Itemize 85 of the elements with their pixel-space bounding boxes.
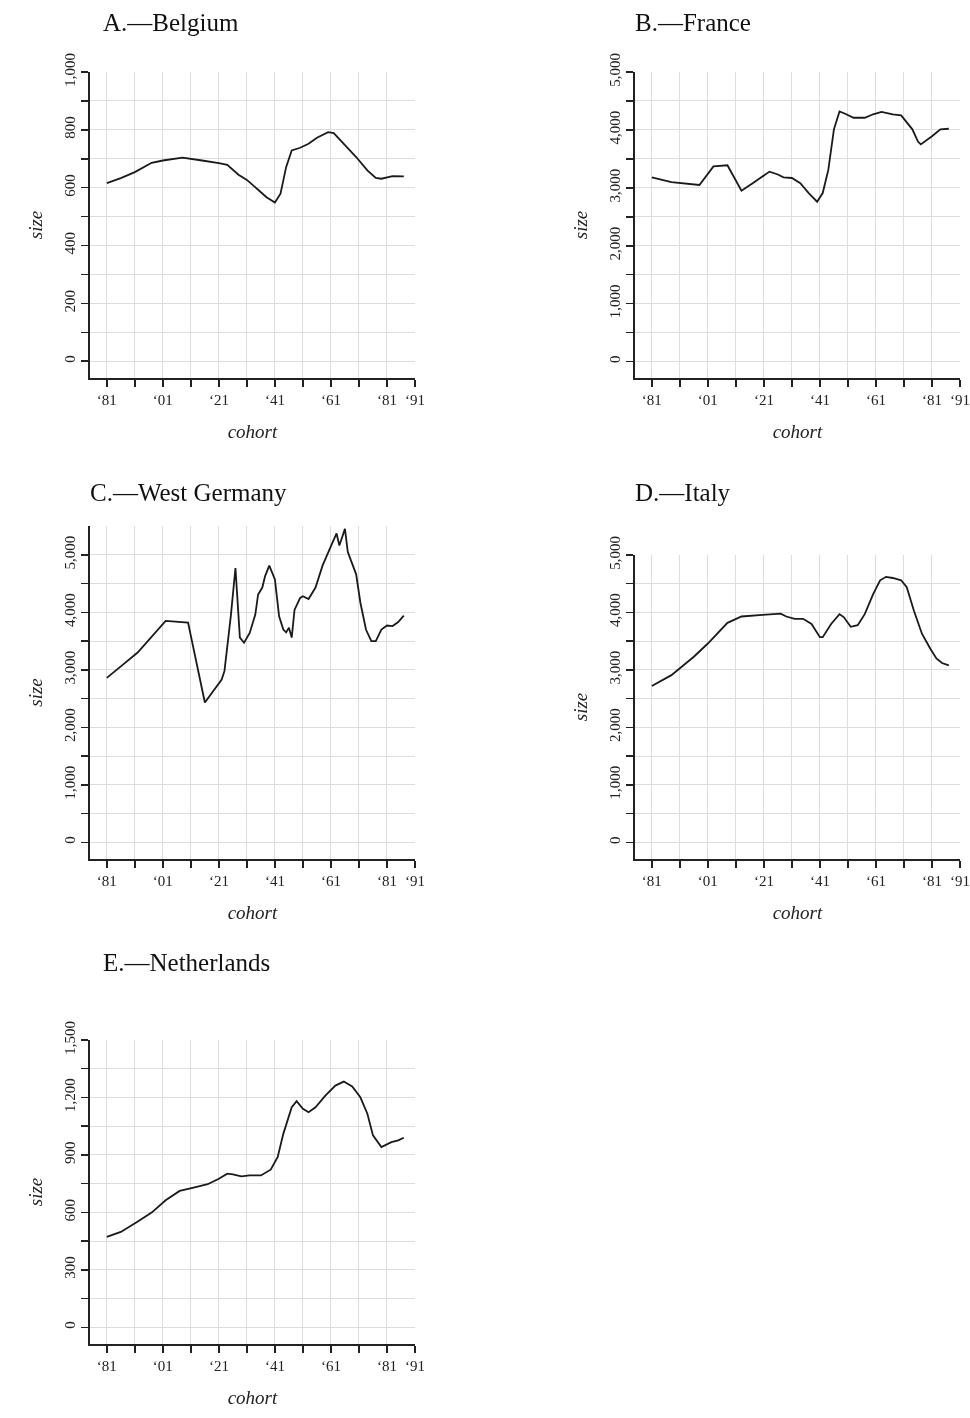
line-series <box>105 1080 405 1238</box>
y-tick-label: 1,000 <box>62 52 78 87</box>
x-tick-label: ‘81 <box>96 873 117 889</box>
y-tick-label: 0 <box>607 355 623 364</box>
x-tick-label: ‘41 <box>264 873 285 889</box>
x-tick-label: ‘01 <box>152 392 173 408</box>
chart-title: B.—France <box>635 8 751 36</box>
y-tick-label: 3,000 <box>607 168 623 203</box>
chart-title: E.—Netherlands <box>103 948 271 976</box>
y-tick-label: 4,000 <box>62 593 78 627</box>
x-axis-title: cohort <box>227 1387 279 1409</box>
line-series <box>650 110 950 203</box>
x-tick-label: ‘61 <box>865 392 886 408</box>
y-tick-label: 5,000 <box>62 535 78 570</box>
x-axis-title: cohort <box>227 902 279 924</box>
x-tick-label: ‘61 <box>865 873 886 889</box>
y-tick-label: 0 <box>62 1321 78 1329</box>
y-tick-label: 300 <box>62 1256 78 1279</box>
x-tick-label: ‘81 <box>96 392 117 408</box>
chart-title: C.—West Germany <box>90 478 288 506</box>
x-tick-label: ‘91 <box>405 1358 425 1374</box>
x-axis-title: cohort <box>227 421 279 443</box>
x-tick-label: ‘21 <box>753 873 774 889</box>
y-tick-label: 4,000 <box>607 593 623 628</box>
y-tick-label: 900 <box>62 1141 78 1164</box>
x-tick-label: ‘01 <box>152 1358 173 1374</box>
chart-title: D.—Italy <box>635 478 731 506</box>
y-tick-label: 1,000 <box>607 765 623 800</box>
line-series <box>105 527 405 704</box>
y-tick-label: 1,000 <box>62 765 78 800</box>
x-tick-label: ‘21 <box>208 392 229 408</box>
x-tick-label: ‘91 <box>950 392 970 408</box>
x-tick-label: ‘81 <box>641 392 662 408</box>
y-axis-title: size <box>570 692 592 722</box>
x-tick-label: ‘61 <box>320 1358 341 1374</box>
y-tick-label: 3,000 <box>62 650 78 685</box>
x-tick-label: ‘81 <box>376 873 397 889</box>
y-tick-label: 0 <box>607 836 623 844</box>
y-tick-label: 5,000 <box>607 52 623 87</box>
y-axis-title: size <box>25 1177 47 1207</box>
x-tick-label: ‘81 <box>921 873 942 889</box>
x-tick-label: ‘91 <box>405 392 425 408</box>
y-tick-label: 0 <box>62 355 78 363</box>
x-tick-label: ‘41 <box>809 392 830 408</box>
y-tick-label: 3,000 <box>607 650 623 685</box>
y-tick-label: 2,000 <box>607 708 623 743</box>
y-tick-label: 600 <box>62 1198 78 1222</box>
y-tick-label: 600 <box>62 174 78 197</box>
x-tick-label: ‘21 <box>208 873 229 889</box>
y-tick-label: 2,000 <box>62 708 78 742</box>
y-tick-label: 1,500 <box>62 1020 78 1055</box>
x-tick-label: ‘41 <box>809 873 830 889</box>
y-tick-label: 800 <box>62 116 78 139</box>
y-axis-title: size <box>570 210 592 240</box>
y-axis-title: size <box>25 210 47 240</box>
x-tick-label: ‘81 <box>641 873 662 889</box>
x-axis-title: cohort <box>772 902 824 924</box>
x-tick-label: ‘81 <box>921 392 942 408</box>
x-tick-label: ‘21 <box>753 392 774 408</box>
x-tick-label: ‘01 <box>697 392 718 408</box>
y-tick-label: 1,200 <box>62 1078 78 1113</box>
y-tick-label: 400 <box>62 232 78 255</box>
x-tick-label: ‘41 <box>264 1358 285 1374</box>
y-tick-label: 4,000 <box>607 110 623 145</box>
x-tick-label: ‘81 <box>96 1358 117 1374</box>
x-tick-label: ‘91 <box>405 873 425 889</box>
x-tick-label: ‘61 <box>320 392 341 408</box>
y-tick-label: 0 <box>62 836 78 844</box>
x-tick-label: ‘21 <box>208 1358 229 1374</box>
y-axis-title: size <box>25 678 47 707</box>
y-tick-label: 5,000 <box>607 535 623 570</box>
line-series <box>650 575 950 687</box>
x-tick-label: ‘01 <box>152 873 173 889</box>
x-tick-label: ‘81 <box>376 1358 397 1374</box>
x-tick-label: ‘41 <box>264 392 285 408</box>
y-tick-label: 200 <box>62 289 78 313</box>
line-series <box>105 131 405 204</box>
chart-title: A.—Belgium <box>103 8 239 36</box>
x-tick-label: ‘81 <box>376 392 397 408</box>
y-tick-label: 2,000 <box>607 226 623 261</box>
x-axis-title: cohort <box>772 421 824 443</box>
y-tick-label: 1,000 <box>607 284 623 319</box>
x-tick-label: ‘91 <box>950 873 970 889</box>
x-tick-label: ‘01 <box>697 873 718 889</box>
x-tick-label: ‘61 <box>320 873 341 889</box>
